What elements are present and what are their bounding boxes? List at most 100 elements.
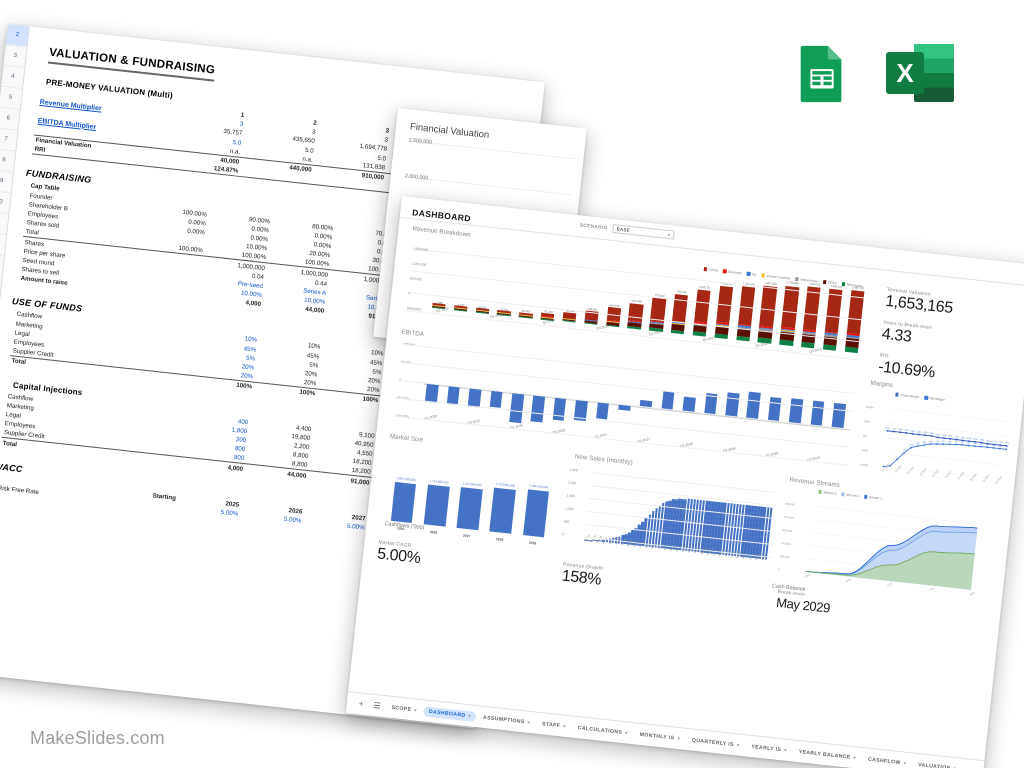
dashboard-spreadsheet[interactable]: DASHBOARD SCENARIO BASE ▾ Revenue Breakd… bbox=[345, 196, 1024, 768]
excel-icon[interactable]: X bbox=[884, 42, 956, 104]
data-point bbox=[980, 441, 983, 444]
sheet-tab-yearly-is[interactable]: YEARLY IS ▾ bbox=[746, 741, 792, 756]
sheet-tab-valuation[interactable]: VALUATION▾ bbox=[913, 759, 962, 768]
gridline bbox=[883, 466, 1003, 480]
row-number[interactable]: 3 bbox=[3, 44, 27, 69]
row-number[interactable]: 5 bbox=[0, 86, 23, 110]
x-tick-label: Q1 2029 bbox=[982, 474, 991, 483]
data-point bbox=[967, 444, 970, 447]
data-label: 17% bbox=[998, 442, 1003, 444]
bar: 80,561 bbox=[831, 402, 846, 430]
chevron-down-icon[interactable]: ▾ bbox=[783, 747, 788, 753]
bar: (81,507) bbox=[530, 395, 546, 423]
legend-swatch bbox=[722, 269, 727, 274]
chevron-down-icon[interactable]: ▾ bbox=[562, 723, 567, 729]
scenario-control[interactable]: SCENARIO BASE ▾ bbox=[579, 220, 675, 240]
y-tick-label: -100% bbox=[859, 463, 868, 468]
row-number[interactable]: 2 bbox=[5, 24, 29, 48]
add-sheet-icon[interactable]: + bbox=[358, 699, 365, 709]
row-number[interactable]: 4 bbox=[1, 65, 25, 89]
bar: 80,239 bbox=[810, 400, 825, 428]
market-size-chart[interactable]: 1,091,200,000 2025 1,114,800,000 2026 1,141,… bbox=[375, 441, 565, 553]
bar-segment bbox=[844, 346, 859, 354]
data-point bbox=[917, 433, 920, 436]
chevron-down-icon[interactable]: ▾ bbox=[677, 735, 681, 741]
chevron-down-icon[interactable]: ▾ bbox=[527, 719, 531, 725]
scenario-label: SCENARIO bbox=[579, 222, 609, 231]
sheet-tab-scope[interactable]: SCOPE ▾ bbox=[386, 702, 422, 716]
data-label: 19% bbox=[960, 437, 965, 439]
x-tick-label: 1/25 bbox=[804, 573, 811, 579]
data-point bbox=[903, 451, 906, 454]
series-line bbox=[805, 525, 978, 575]
sheet-tab-cashflow[interactable]: CASHFLOW ▾ bbox=[863, 754, 912, 768]
legend-label: Tax bbox=[751, 272, 757, 277]
revenue-streams-chart[interactable]: Stream 3 Stream 2 Stream 1 500,000 400,000… bbox=[774, 485, 984, 607]
data-label: 23% bbox=[923, 432, 928, 434]
chevron-down-icon[interactable]: ▾ bbox=[414, 706, 418, 713]
all-sheets-icon[interactable]: ☰ bbox=[373, 700, 382, 711]
row-number[interactable]: 8 bbox=[0, 149, 16, 173]
legend-item[interactable]: Interest Expense bbox=[761, 273, 791, 280]
x-tick-label: Q1 2025 bbox=[436, 306, 450, 314]
y-tick-label: 0 bbox=[562, 532, 565, 537]
sheet-tab-assumptions[interactable]: ASSUMPTIONS ▾ bbox=[478, 712, 536, 728]
bar: 1,423,988 bbox=[779, 282, 800, 347]
sheet-tab-dashboard[interactable]: DASHBOARD ▾ bbox=[423, 705, 477, 722]
chevron-down-icon[interactable]: ▾ bbox=[853, 754, 857, 760]
y-tick-label: 500 bbox=[563, 519, 570, 524]
bar-segment bbox=[694, 289, 711, 323]
bar-segment bbox=[670, 329, 685, 335]
margins-chart[interactable]: Gross Margin Net Margin 100% 50% 0% -50% … bbox=[856, 388, 1016, 496]
row-number[interactable]: 7 bbox=[0, 128, 18, 152]
bar-segment bbox=[801, 342, 815, 349]
bar: (90,220) bbox=[509, 393, 524, 424]
sheet-tab-yearly-balance[interactable]: YEARLY BALANCE ▾ bbox=[793, 746, 861, 763]
data-label: 23% bbox=[929, 433, 934, 435]
sheet-tab-staff[interactable]: STAFF ▾ bbox=[537, 718, 572, 732]
x-tick-label: Q3 2025 bbox=[489, 312, 503, 320]
data-point bbox=[889, 464, 891, 467]
x-tick-label: Q3 2027 bbox=[944, 470, 953, 479]
chevron-down-icon[interactable]: ▾ bbox=[736, 741, 740, 748]
bar: (67,037) bbox=[552, 398, 567, 421]
data-label: 1% bbox=[935, 441, 939, 443]
y-tick-label: 50% bbox=[864, 419, 871, 424]
x-tick-label: 2026 bbox=[429, 529, 438, 535]
sheet-tab-quarterly-is[interactable]: QUARTERLY IS ▾ bbox=[686, 734, 745, 750]
data-point bbox=[961, 443, 964, 446]
bar: 1,091,200,000 2025 bbox=[390, 476, 417, 531]
series-line bbox=[883, 443, 1007, 468]
new-sales-chart[interactable]: Jan 25 Mar 25 May 25 Jul 25 Sep 25 Nov 25 Jan … bbox=[559, 461, 780, 580]
data-label: 24% bbox=[898, 429, 903, 431]
data-label: 5% bbox=[1005, 446, 1009, 448]
bar: 778,529 bbox=[649, 294, 666, 332]
data-label: 20% bbox=[935, 434, 940, 436]
data-point bbox=[911, 432, 914, 435]
google-sheets-icon[interactable] bbox=[791, 42, 853, 104]
chevron-down-icon[interactable]: ▾ bbox=[468, 712, 472, 718]
scenario-dropdown[interactable]: BASE ▾ bbox=[612, 223, 675, 240]
data-point bbox=[896, 458, 898, 461]
sheet-tab-calculations[interactable]: CALCULATIONS ▾ bbox=[572, 722, 633, 738]
chevron-down-icon[interactable]: ▾ bbox=[903, 760, 907, 766]
row-number[interactable]: 6 bbox=[0, 107, 20, 131]
legend-item[interactable]: COGS bbox=[703, 267, 718, 273]
legend-item[interactable]: Discounts bbox=[722, 269, 742, 275]
x-tick-label: Q1 2028 bbox=[957, 471, 966, 480]
sheet-tab-bar[interactable]: + ☰ SCOPE ▾ DASHBOARD ▾ ASSUMPTIONS ▾ STAFF ▾ CA… bbox=[345, 691, 985, 768]
legend-swatch bbox=[761, 273, 766, 278]
sheet-tab-label: CASHFLOW bbox=[867, 756, 901, 766]
data-point bbox=[999, 444, 1002, 447]
sheet-tab-monthly-is[interactable]: MONTHLY IS ▾ bbox=[634, 729, 685, 744]
sheet-tab-label: VALUATION bbox=[917, 761, 951, 768]
chevron-down-icon[interactable]: ▾ bbox=[624, 729, 629, 736]
x-tick-label: Q1 2027 bbox=[932, 468, 941, 477]
data-label: -1% bbox=[929, 441, 933, 443]
legend-item[interactable]: Tax bbox=[746, 271, 757, 277]
bar: 1,105,752 bbox=[692, 285, 711, 337]
data-point bbox=[935, 443, 938, 445]
kpi-years-to-breakeven: Years to Break-even 4.33 bbox=[881, 320, 1023, 359]
axis-tick-label: 2,500,000 bbox=[408, 137, 433, 146]
data-label: 20% bbox=[948, 436, 953, 438]
